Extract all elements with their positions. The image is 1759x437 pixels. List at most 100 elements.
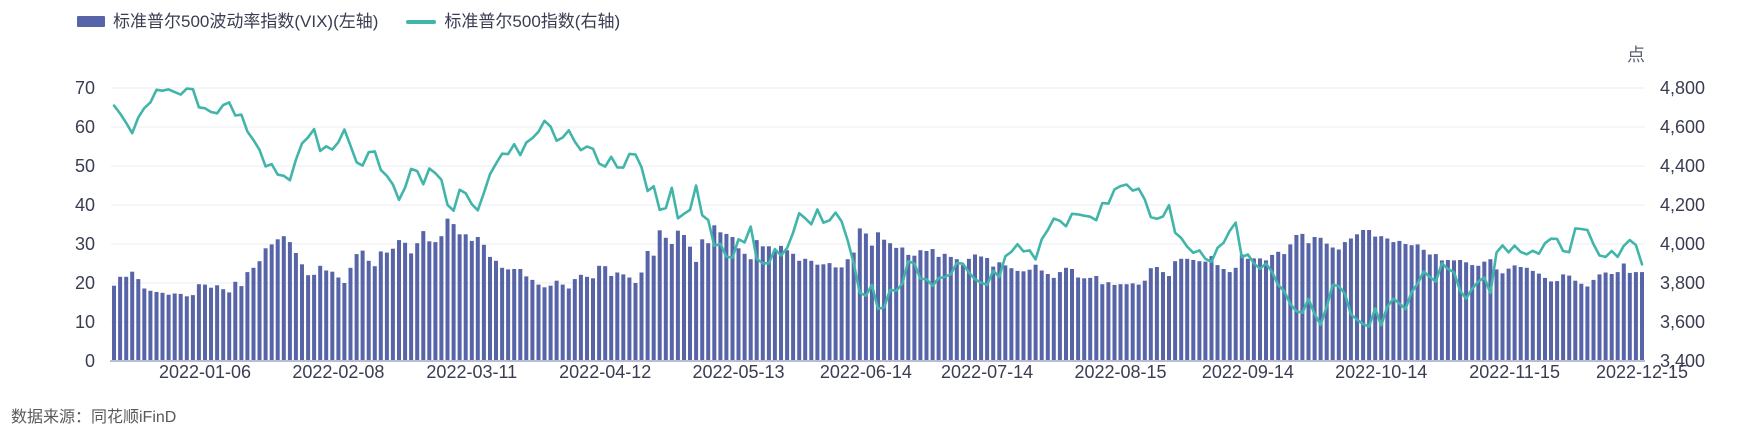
vix-bar[interactable]: [524, 276, 529, 361]
vix-bar[interactable]: [427, 241, 432, 361]
vix-bar[interactable]: [930, 249, 935, 361]
vix-bar[interactable]: [1543, 277, 1547, 361]
vix-bar[interactable]: [688, 246, 692, 361]
vix-bar[interactable]: [269, 244, 274, 361]
vix-bar[interactable]: [293, 253, 298, 361]
vix-bar[interactable]: [869, 245, 874, 361]
vix-bar[interactable]: [1312, 237, 1317, 361]
vix-bar[interactable]: [318, 265, 323, 361]
vix-bar[interactable]: [1470, 265, 1475, 361]
vix-bar[interactable]: [494, 260, 498, 361]
vix-bar[interactable]: [378, 251, 383, 361]
vix-bar[interactable]: [390, 248, 395, 361]
vix-bar[interactable]: [306, 275, 311, 361]
vix-bar[interactable]: [578, 274, 583, 361]
vix-bar[interactable]: [196, 284, 201, 361]
vix-bar[interactable]: [645, 251, 650, 361]
vix-bar[interactable]: [675, 230, 680, 361]
vix-bar[interactable]: [651, 255, 656, 361]
vix-bar[interactable]: [415, 243, 420, 361]
vix-bar[interactable]: [966, 258, 971, 361]
vix-bar[interactable]: [1367, 230, 1372, 361]
vix-bar[interactable]: [1179, 258, 1184, 361]
vix-bar[interactable]: [1282, 254, 1287, 361]
vix-bar[interactable]: [1439, 260, 1444, 361]
vix-bar[interactable]: [1603, 272, 1608, 362]
vix-bar[interactable]: [760, 246, 765, 361]
vix-bar[interactable]: [851, 252, 856, 361]
vix-bar[interactable]: [178, 293, 183, 361]
vix-bar[interactable]: [1021, 271, 1026, 361]
vix-bar[interactable]: [1294, 235, 1299, 361]
vix-bar[interactable]: [888, 243, 893, 361]
vix-bar[interactable]: [663, 237, 668, 361]
vix-bar[interactable]: [1391, 242, 1396, 361]
vix-bar[interactable]: [742, 253, 747, 362]
vix-bar[interactable]: [960, 265, 965, 361]
vix-bar[interactable]: [518, 269, 523, 361]
vix-bar[interactable]: [936, 256, 941, 361]
vix-bar[interactable]: [245, 272, 250, 361]
vix-bar[interactable]: [821, 264, 826, 361]
vix-bar[interactable]: [779, 245, 783, 361]
vix-bar[interactable]: [1009, 268, 1014, 361]
vix-bar[interactable]: [1070, 269, 1074, 361]
vix-bar[interactable]: [718, 232, 723, 361]
vix-bar[interactable]: [639, 272, 644, 362]
vix-bar[interactable]: [300, 264, 304, 361]
vix-bar[interactable]: [1397, 240, 1402, 361]
vix-bar[interactable]: [791, 253, 796, 362]
vix-bar[interactable]: [730, 237, 735, 361]
vix-bar[interactable]: [736, 248, 741, 361]
vix-bar[interactable]: [706, 243, 711, 361]
vix-bar[interactable]: [190, 295, 195, 361]
vix-bar[interactable]: [1627, 272, 1632, 361]
vix-bar[interactable]: [1173, 261, 1178, 361]
vix-bar[interactable]: [1549, 281, 1553, 361]
vix-bar[interactable]: [1154, 267, 1159, 361]
vix-bar[interactable]: [172, 293, 177, 362]
vix-bar[interactable]: [973, 254, 977, 362]
vix-bar[interactable]: [1621, 263, 1626, 362]
vix-bar[interactable]: [1027, 269, 1032, 361]
vix-bar[interactable]: [1579, 283, 1584, 361]
vix-bar[interactable]: [1427, 254, 1432, 362]
vix-bar[interactable]: [1264, 260, 1268, 361]
vix-bar[interactable]: [239, 286, 244, 361]
vix-bar[interactable]: [1373, 236, 1378, 361]
vix-bar[interactable]: [372, 266, 377, 361]
vix-bar[interactable]: [1124, 284, 1129, 361]
vix-bar[interactable]: [833, 267, 838, 361]
vix-bar[interactable]: [1536, 273, 1541, 361]
vix-bar[interactable]: [985, 258, 990, 361]
vix-bar[interactable]: [1106, 282, 1111, 361]
vix-bar[interactable]: [1615, 272, 1620, 361]
vix-bar[interactable]: [257, 261, 262, 361]
vix-bar[interactable]: [1385, 238, 1390, 362]
vix-bar[interactable]: [1585, 286, 1590, 362]
vix-bar[interactable]: [894, 247, 899, 361]
vix-bar[interactable]: [215, 285, 220, 361]
vix-bar[interactable]: [209, 287, 213, 361]
vix-bar[interactable]: [451, 224, 456, 361]
vix-bar[interactable]: [1379, 236, 1384, 361]
vix-bar[interactable]: [124, 276, 129, 361]
vix-bar[interactable]: [421, 231, 426, 361]
vix-bar[interactable]: [1148, 268, 1153, 361]
vix-bar[interactable]: [1185, 258, 1190, 361]
vix-bar[interactable]: [1239, 254, 1244, 362]
vix-bar[interactable]: [203, 284, 207, 361]
vix-bar[interactable]: [221, 289, 226, 361]
vix-bar[interactable]: [1270, 254, 1275, 361]
vix-bar[interactable]: [512, 269, 517, 361]
vix-bar[interactable]: [1142, 280, 1147, 361]
vix-bar[interactable]: [1500, 273, 1505, 362]
vix-bar[interactable]: [803, 258, 808, 361]
vix-bar[interactable]: [609, 276, 614, 361]
vix-bar[interactable]: [1506, 268, 1511, 361]
vix-bar[interactable]: [882, 239, 887, 361]
vix-bar[interactable]: [1488, 259, 1493, 361]
vix-bar[interactable]: [669, 244, 674, 361]
vix-bar[interactable]: [621, 274, 626, 361]
vix-bar[interactable]: [433, 242, 438, 361]
